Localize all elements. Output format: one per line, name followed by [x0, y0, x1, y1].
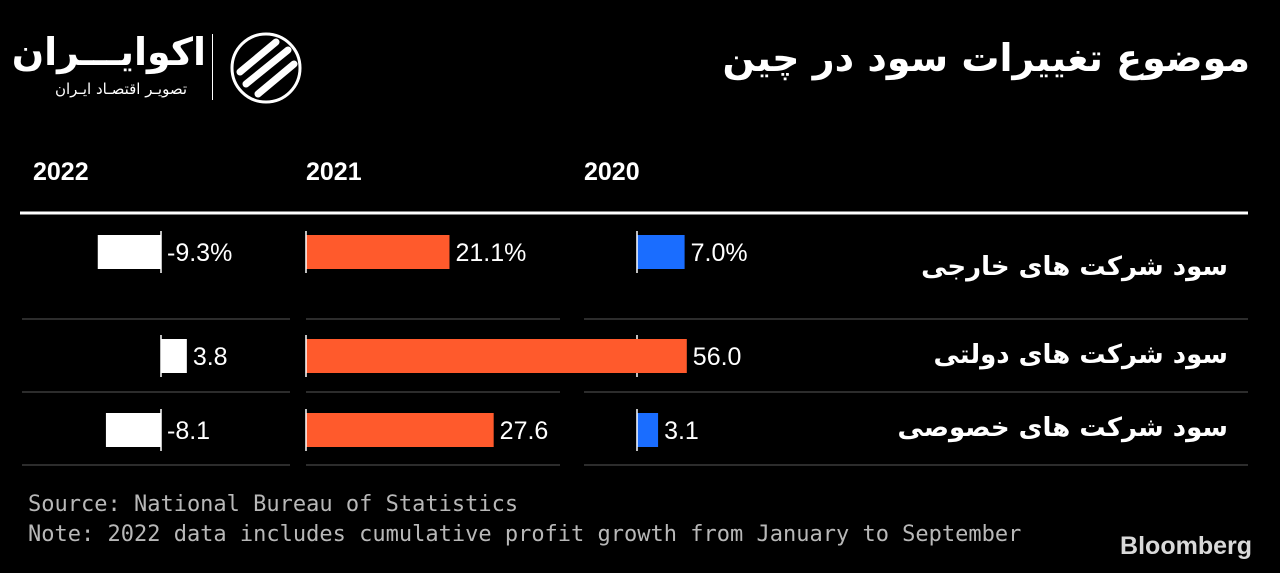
bar-2021-foreign: [306, 235, 450, 269]
data-label-2021-state: 56.0: [693, 343, 742, 371]
logo-tagline: تصویـر اقتصـاد ایـران: [54, 80, 188, 98]
bloomberg-logo: Bloomberg: [1120, 532, 1252, 560]
data-label-2021-private: 27.6: [500, 417, 549, 445]
year-label-2020: 2020: [584, 158, 640, 186]
row-label-state: سود شرکت های دولتی: [933, 340, 1228, 370]
logo-name: اکوایـــران: [11, 30, 206, 74]
data-label-2022-state: 3.8: [193, 343, 228, 371]
logo-divider: [212, 34, 213, 100]
ecoiran-logo: اکوایـــران تصویـر اقتصـاد ایـران: [11, 28, 320, 108]
bar-2022-state: [161, 339, 187, 373]
note-text: Note: 2022 data includes cumulative prof…: [28, 522, 1022, 547]
year-label-2022: 2022: [33, 158, 89, 186]
row-label-foreign: سود شرکت های خارجی: [921, 252, 1228, 282]
data-label-2021-foreign: 21.1%: [455, 239, 526, 267]
source-text: Source: National Bureau of Statistics: [28, 492, 519, 517]
logo-mark-icon: [230, 32, 302, 104]
chart-title: موضوع تغییرات سود در چین: [722, 36, 1250, 80]
bar-2022-private: [105, 413, 161, 447]
data-label-2022-foreign: -9.3%: [167, 239, 232, 267]
data-label-2022-private: -8.1: [167, 417, 210, 445]
bar-2020-private: [637, 413, 659, 447]
bar-2022-foreign: [97, 235, 161, 269]
year-label-2021: 2021: [306, 158, 362, 186]
row-label-private: سود شرکت های خصوصی: [897, 413, 1228, 443]
data-label-2020-foreign: 7.0%: [691, 239, 748, 267]
data-label-2020-private: 3.1: [664, 417, 699, 445]
bar-2021-state: [306, 339, 687, 373]
bar-2020-foreign: [637, 235, 685, 269]
bar-2021-private: [306, 413, 494, 447]
